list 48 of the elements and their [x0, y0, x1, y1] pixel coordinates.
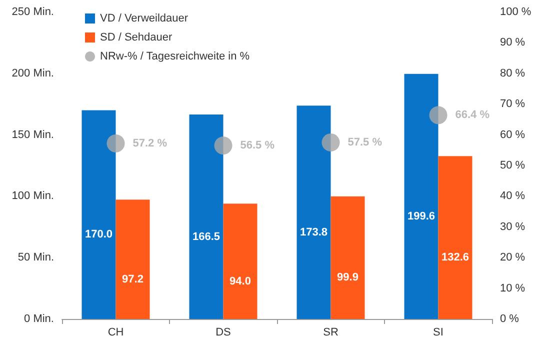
point [106, 134, 125, 152]
data-label: 97.2 [122, 273, 144, 286]
point [322, 133, 340, 152]
bar [296, 106, 331, 319]
bar [330, 196, 365, 319]
data-label: 94.0 [230, 275, 251, 288]
bar [404, 74, 438, 319]
y-tick-label: 0 Min. [24, 313, 54, 325]
data-label: 56.5 % [240, 140, 275, 152]
y2-tick-label: 100 % [500, 6, 532, 18]
bar [116, 200, 150, 319]
bar [438, 156, 472, 319]
legend-label: SD / Sehdauer [100, 32, 172, 44]
data-label: 199.6 [407, 210, 436, 222]
bar [189, 114, 224, 319]
y-tick-label: 50 Min. [18, 252, 54, 264]
y2-tick-label: 0 % [500, 313, 520, 325]
y-tick-label: 250 Min. [12, 6, 54, 18]
y2-tick-label: 70 % [500, 98, 526, 110]
y-tick-label: 100 Min. [12, 190, 54, 202]
y2-tick-label: 10 % [500, 282, 526, 294]
data-label: 99.9 [337, 272, 358, 284]
x-tick-label: SI [433, 326, 444, 338]
y-tick-label: 200 Min. [12, 67, 54, 80]
data-label: 132.6 [441, 252, 470, 264]
y2-tick-label: 80 % [500, 67, 526, 80]
legend-label: NRw-% / Tagesreichweite in % [100, 50, 250, 62]
legend-label: VD / Verweildauer [100, 12, 188, 24]
y2-tick-label: 50 % [500, 160, 526, 172]
point [214, 136, 232, 155]
y2-tick-label: 40 % [500, 190, 526, 202]
y-tick-label: 150 Min. [12, 128, 54, 141]
x-tick-label: SR [323, 326, 338, 338]
data-label: 57.5 % [348, 136, 382, 148]
data-label: 170.0 [84, 228, 113, 241]
point [429, 106, 448, 124]
x-tick-label: CH [108, 326, 124, 338]
y2-tick-label: 30 % [500, 220, 526, 233]
y2-tick-label: 20 % [500, 252, 526, 264]
bar [82, 110, 116, 319]
data-label: 66.4 % [455, 109, 490, 122]
x-tick-label: DS [216, 326, 231, 338]
data-label: 57.2 % [132, 137, 168, 150]
data-label: 166.5 [192, 230, 220, 243]
y2-tick-label: 90 % [500, 36, 526, 49]
data-label: 173.8 [300, 226, 328, 238]
y2-tick-label: 60 % [500, 128, 526, 141]
bar [223, 204, 258, 319]
